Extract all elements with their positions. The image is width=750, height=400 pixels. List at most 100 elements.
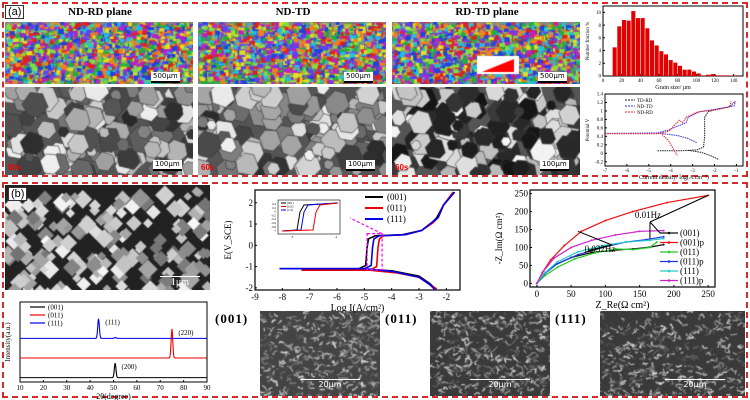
histogram-bar [654,45,659,76]
x-tick-label: -2 [443,292,451,302]
nyquist-point [556,266,559,269]
legend-label: (011)p [680,257,704,267]
y-tick-label: 200 [515,207,529,217]
annotation-arrow [649,194,709,223]
corroded-surface-micrograph [260,311,380,396]
inset-y-tick: -0.6 [271,221,276,225]
y-tick-label: 1.4 [597,93,604,98]
micrograph-scale-bar: 20μm [665,379,725,389]
y-tick-label: 1 [601,110,604,115]
inset-legend-label: (111) [287,208,293,212]
y-tick-label: 0 [249,240,254,250]
histogram-bar [668,60,673,76]
y-tick-label: 1.2 [597,101,604,106]
inset-y-tick: 0.4 [272,202,276,206]
y-tick-label: 2 [249,198,254,208]
y-tick-label: 0.6 [597,127,604,132]
map-title: ND-TD [275,6,311,18]
histogram-bar [701,75,706,76]
polarization-curve-nd-td [657,132,698,144]
polarization-curve [279,267,436,290]
legend-marker [667,260,671,263]
nyquist-point [573,257,576,260]
nyquist-point [590,239,593,242]
inset-y-tick: 0 [275,210,277,214]
x-tick-label: -6 [333,292,341,302]
micro-scale-bar: 100μm [540,160,569,171]
polarization-curve [358,191,456,270]
nyquist-point [624,241,627,244]
legend-marker [667,269,671,273]
x-tick-label: 140 [730,79,738,84]
y-axis-label: -Z_Im(Ω cm²) [494,213,504,265]
nyquist-point [552,257,555,260]
map-title: RD-TD plane [455,6,519,18]
y-tick-label: 0 [524,278,529,288]
y-tick-label: 0 [601,152,604,157]
x-tick-label: 0 [602,79,605,84]
nyquist-point [576,253,579,256]
x-tick-label: -4 [388,292,396,302]
nyquist-point [576,250,579,253]
nyquist-point [542,269,545,272]
nyquist-curve [536,237,664,284]
histogram-bar [687,69,692,76]
micrograph-scale-bar: 20μm [470,379,530,389]
nyquist-point [648,239,651,242]
nyquist-point [580,230,583,233]
x-tick-label: 90 [204,384,212,392]
histogram-bar [710,74,715,76]
x-tick-label: -7 [603,169,608,174]
inset-curve [281,202,339,232]
x-tick-label: 40 [87,384,95,392]
legend-label: ND-RD [637,111,653,116]
x-tick-label: 80 [675,79,681,84]
x-tick-label: 100 [599,289,613,299]
peak-label: (111) [105,319,120,327]
map-scale-bar: 500μm [538,72,567,83]
x-tick-label: -6 [625,169,630,174]
nyquist-point [614,233,617,236]
x-axis-label: 2θ(degree) [96,392,131,400]
corroded-surface-micrograph [430,311,550,396]
xrd-pattern [20,363,207,379]
y-tick-label: 10 [596,11,602,16]
x-tick-label: 120 [711,79,719,84]
y-tick-label: -2 [246,283,254,293]
plot-frame [604,93,744,167]
x-tick-label: 50 [110,384,118,392]
x-tick-label: 30 [63,384,71,392]
nyquist-point [631,210,634,213]
x-tick-label: 70 [157,384,165,392]
inset-frame [277,199,341,235]
histogram-bar [645,28,650,76]
legend-marker [667,279,671,282]
x-tick-label: -8 [279,292,287,302]
y-tick-label: -0.2 [595,160,603,165]
legend-label: (011) [387,203,406,213]
nyquist-point [614,247,617,250]
etch-time-label: 60s [201,163,215,172]
y-tick-label: 150 [515,225,529,235]
annotation-arrow [649,221,661,234]
inset-y-tick: -0.8 [271,225,276,229]
x-tick-label: -5 [647,169,652,174]
nyquist-point [662,243,665,246]
y-tick-label: 100 [515,242,529,252]
nyquist-point [535,282,538,285]
histogram-bar [733,75,739,76]
y-tick-label: 0 [599,75,602,80]
y-tick-label: 8 [599,24,602,29]
xrd-pattern [20,318,207,339]
peak-label: (220) [178,329,194,337]
y-axis-label: Intensity(a.u.) [4,322,12,362]
annotation-arrow [577,230,613,246]
histogram-bar [649,40,655,76]
x-axis-label: Z_Re(Ω cm²) [595,300,649,311]
nyquist-point [662,229,665,232]
x-tick-label: -4 [669,169,674,174]
x-tick-label: 0 [535,289,540,299]
histogram-bar [715,75,720,76]
x-tick-label: -5 [361,292,369,302]
polarization-curve-nd-rd [661,133,678,156]
